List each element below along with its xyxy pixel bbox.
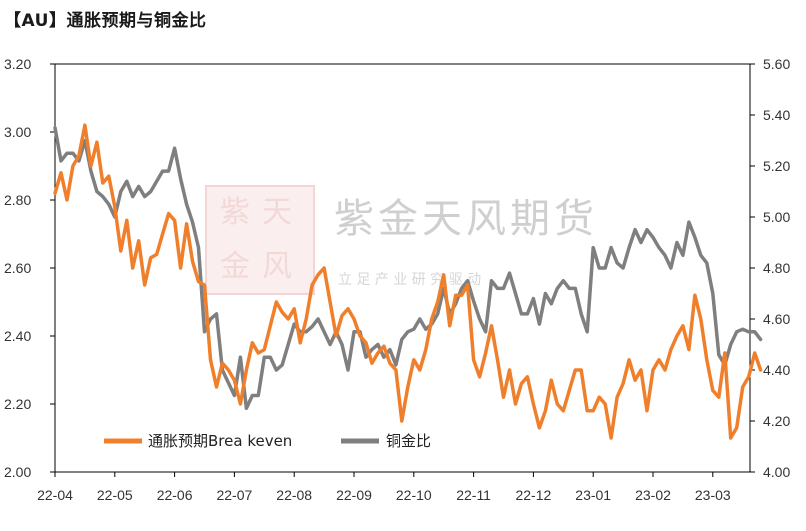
- y-right-tick-label: 4.40: [763, 362, 790, 378]
- y-right-tick-label: 5.20: [763, 158, 790, 174]
- x-tick-label: 22-04: [37, 487, 73, 503]
- axes: 2.00 2.20 2.40 2.60 2.80 3.00 3.20 4.00 4.20 4.40…: [4, 56, 790, 503]
- x-tick-label: 23-01: [575, 487, 611, 503]
- watermark: 紫 天 金 风 紫金天风期货 立 足 产 业 研 究 驱 动: [205, 185, 598, 295]
- x-tick-label: 22-09: [336, 487, 372, 503]
- y-right-tick-label: 4.20: [763, 413, 790, 429]
- seal-char-4: 风: [262, 249, 292, 284]
- x-tick-label: 22-07: [216, 487, 252, 503]
- watermark-company: 紫金天风期货: [334, 196, 598, 242]
- legend-label-copper-gold: 铜金比: [386, 432, 431, 450]
- legend: 通胀预期Brea keven 铜金比: [104, 432, 431, 450]
- x-tick-label: 22-11: [456, 487, 491, 503]
- chart-title: 【AU】通胀预期与铜金比: [4, 11, 207, 31]
- legend-label-breakeven: 通胀预期Brea keven: [148, 432, 292, 450]
- y-right-tick-label: 4.80: [763, 260, 790, 276]
- x-tick-label: 23-03: [695, 487, 731, 503]
- y-left-tick-label: 2.40: [4, 328, 31, 344]
- y-right-tick-label: 5.00: [763, 209, 790, 225]
- seal-char-1: 紫: [220, 195, 250, 230]
- y-right-tick-label: 5.40: [763, 107, 790, 123]
- y-right-tick-label: 5.60: [763, 56, 790, 72]
- x-tick-label: 22-10: [396, 487, 432, 503]
- x-tick-label: 22-12: [515, 487, 551, 503]
- series-line-copper-gold: [53, 126, 763, 411]
- y-left-tick-label: 2.00: [4, 464, 31, 480]
- x-tick-label: 22-06: [157, 487, 193, 503]
- y-left-tick-label: 3.20: [4, 56, 31, 72]
- watermark-seal: [205, 185, 315, 295]
- watermark-slogan: 立 足 产 业 研 究 驱 动: [338, 272, 481, 288]
- x-tick-label: 22-05: [97, 487, 133, 503]
- y-left-tick-label: 3.00: [4, 124, 31, 140]
- y-right-tick-label: 4.60: [763, 311, 790, 327]
- y-left-tick-label: 2.80: [4, 192, 31, 208]
- series-line-breakeven: [53, 123, 763, 440]
- y-left-tick-label: 2.20: [4, 396, 31, 412]
- y-left-tick-label: 2.60: [4, 260, 31, 276]
- series-lines: [53, 123, 763, 440]
- x-tick-label: 22-08: [276, 487, 312, 503]
- seal-char-3: 金: [220, 249, 250, 284]
- x-tick-label: 23-02: [635, 487, 671, 503]
- seal-char-2: 天: [262, 195, 292, 230]
- y-right-tick-label: 4.00: [763, 464, 790, 480]
